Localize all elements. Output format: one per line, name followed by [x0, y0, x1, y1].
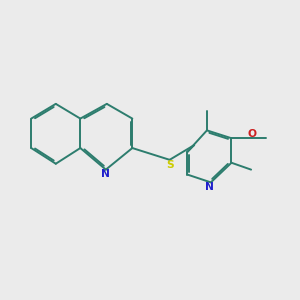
Text: S: S: [167, 160, 174, 170]
Text: O: O: [248, 128, 256, 139]
Text: N: N: [205, 182, 214, 192]
Text: N: N: [101, 169, 110, 179]
